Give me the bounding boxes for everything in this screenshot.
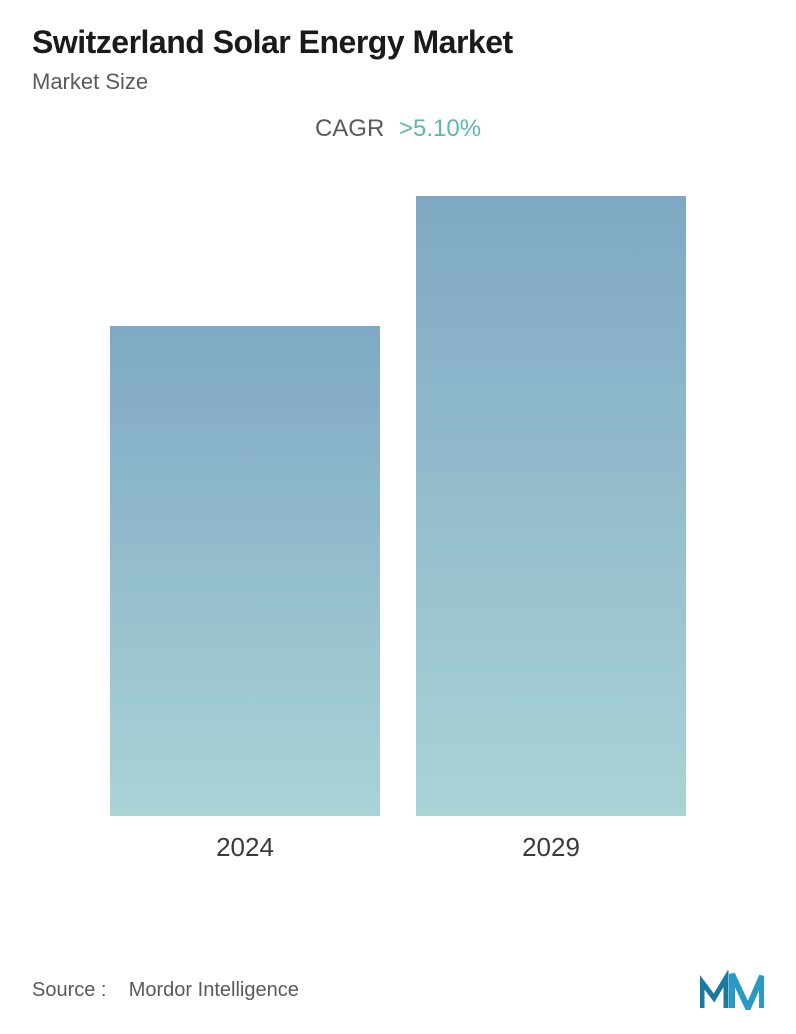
cagr-label: CAGR — [315, 115, 384, 142]
chart-title: Switzerland Solar Energy Market — [32, 24, 764, 61]
source-name: Mordor Intelligence — [129, 979, 299, 1001]
cagr-row: CAGR >5.10% — [32, 115, 764, 143]
bar-label-1: 2029 — [522, 832, 580, 863]
source-label: Source : — [32, 979, 106, 1001]
cagr-value: >5.10% — [399, 115, 481, 142]
chart-area: 2024 2029 — [32, 183, 764, 863]
bar-label-0: 2024 — [216, 832, 274, 863]
footer: Source : Mordor Intelligence — [32, 970, 764, 1010]
mordor-logo-icon — [700, 970, 764, 1010]
chart-subtitle: Market Size — [32, 69, 764, 95]
bar-1 — [416, 196, 686, 816]
source-text: Source : Mordor Intelligence — [32, 979, 299, 1002]
bar-group-1: 2029 — [416, 196, 686, 863]
bar-group-0: 2024 — [110, 326, 380, 863]
bar-0 — [110, 326, 380, 816]
